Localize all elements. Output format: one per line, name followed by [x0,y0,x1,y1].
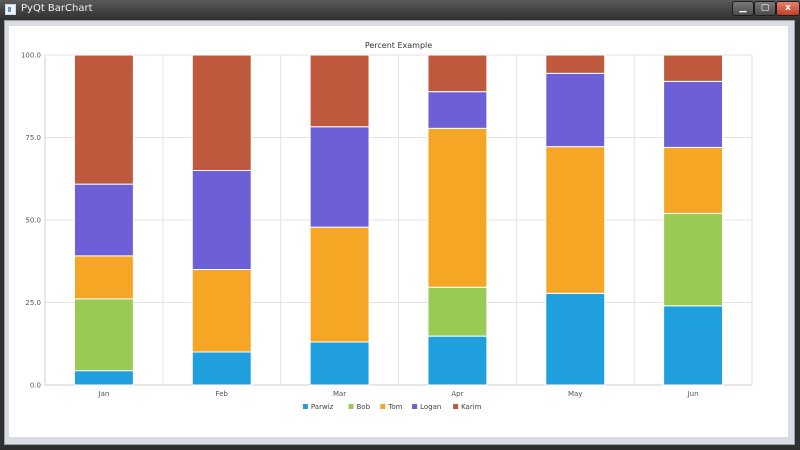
bar-karim-may[interactable] [545,54,606,74]
legend-label-karim[interactable]: Karim [461,403,482,411]
bar-parwiz-jun[interactable] [663,305,724,386]
bar-logan-apr[interactable] [427,91,488,129]
bar-bob-jun[interactable] [663,212,724,307]
bar-bob-apr[interactable] [427,286,488,337]
legend-label-tom[interactable]: Tom [387,403,402,411]
chart-title: Percent Example [365,41,432,50]
legend: Parwiz Bob Tom Logan Karim [302,403,482,411]
close-button[interactable]: x [776,1,800,16]
x-tick-label: Jun [687,390,699,398]
bar-karim-apr[interactable] [427,54,488,93]
bar-parwiz-jan[interactable] [73,370,134,386]
maximize-icon: ▢ [760,3,770,13]
bar-tom-jan[interactable] [73,255,134,300]
bar-karim-jun[interactable] [663,54,724,82]
x-tick-label: Apr [451,390,463,398]
bar-logan-mar[interactable] [309,126,370,228]
legend-label-parwiz[interactable]: Parwiz [311,403,334,411]
bar-karim-feb[interactable] [191,54,252,171]
close-icon: x [785,3,791,13]
y-tick-label: 50.0 [25,217,41,225]
bar-karim-jan[interactable] [73,54,134,185]
minimize-button[interactable]: ▁ [732,1,754,16]
bar-tom-jun[interactable] [663,146,724,214]
legend-marker-tom [380,404,386,409]
y-tick-label: 100.0 [21,52,41,60]
bar-tom-feb[interactable] [191,269,252,353]
y-tick-label: 0.0 [30,382,41,390]
bar-logan-jan[interactable] [73,183,134,257]
x-tick-label: Mar [333,390,346,398]
bar-parwiz-feb[interactable] [191,351,252,386]
bar-tom-apr[interactable] [427,127,488,288]
bar-logan-may[interactable] [545,72,606,148]
y-tick-label: 25.0 [25,299,41,307]
minimize-icon: ▁ [739,3,747,13]
bar-logan-feb[interactable] [191,170,252,270]
y-tick-label: 75.0 [25,134,41,142]
legend-marker-parwiz [302,404,308,409]
bar-karim-mar[interactable] [309,54,370,128]
x-tick-label: May [568,390,582,398]
app-icon [5,4,16,15]
bar-chart: Percent Example 0.0 25.0 50.0 75.0 100.0 Jan Fe… [21,41,753,411]
bar-tom-may[interactable] [545,146,606,294]
bar-parwiz-apr[interactable] [427,335,488,386]
chart-view: Percent Example 0.0 25.0 50.0 75.0 100.0 Jan Fe… [9,26,788,437]
window-title: PyQt BarChart [21,3,93,14]
bar-parwiz-mar[interactable] [309,341,370,386]
legend-marker-logan [412,404,418,409]
legend-marker-karim [453,404,459,409]
legend-label-logan[interactable]: Logan [420,403,441,411]
bar-bob-jan[interactable] [73,298,134,372]
x-tick-label: Jan [98,390,110,398]
maximize-button[interactable]: ▢ [754,1,776,16]
legend-marker-bob [348,404,354,409]
bar-tom-mar[interactable] [309,226,370,343]
legend-label-bob[interactable]: Bob [357,403,371,411]
bar-logan-jun[interactable] [663,80,724,148]
x-tick-label: Feb [216,390,229,398]
title-bar[interactable]: PyQt BarChart ▁ ▢ x [0,0,800,20]
bar-parwiz-may[interactable] [545,292,606,386]
